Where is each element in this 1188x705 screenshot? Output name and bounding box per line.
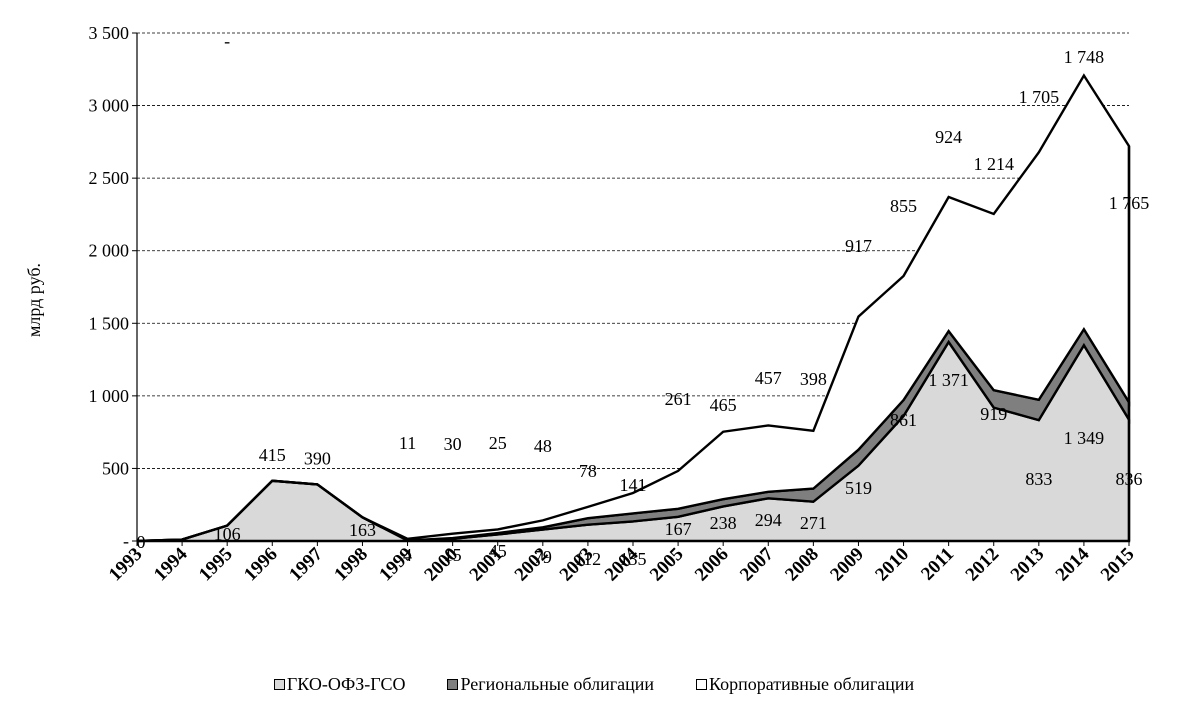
- data-label-state-bonds: 1 371: [928, 370, 969, 390]
- data-label-state-bonds: 390: [304, 448, 331, 468]
- data-label-corporate-bonds: 48: [534, 436, 552, 456]
- data-label-state-bonds: 415: [259, 445, 286, 465]
- data-label-state-bonds: 519: [845, 478, 872, 498]
- data-label-state-bonds: 271: [800, 513, 827, 533]
- y-tick-label: 1 500: [89, 313, 130, 333]
- data-label-corporate-bonds: 141: [620, 475, 647, 495]
- legend-item: Региональные облигации: [447, 674, 654, 695]
- data-label-state-bonds: 0: [137, 532, 146, 552]
- x-tick-label: 2009: [826, 544, 868, 586]
- data-label-corporate-bonds: 465: [710, 395, 737, 415]
- data-label-state-bonds: 163: [349, 520, 376, 540]
- x-tick-label: 2008: [781, 544, 823, 586]
- grid-lines: [137, 32, 1129, 469]
- data-label-state-bonds: 294: [755, 510, 782, 530]
- y-tick-label: 2 000: [89, 241, 130, 261]
- data-label-state-bonds: 112: [575, 549, 601, 569]
- x-tick-label: 2011: [917, 544, 958, 585]
- area-series: [136, 73, 1131, 543]
- data-label-corporate-bonds: 30: [444, 434, 462, 454]
- data-label-corporate-bonds: 924: [935, 127, 962, 147]
- data-label-corporate-bonds: 398: [800, 369, 827, 389]
- data-label-state-bonds: 79: [534, 547, 552, 567]
- x-tick-label: 2005: [646, 544, 688, 586]
- legend-label: Региональные облигации: [460, 674, 655, 694]
- data-label-corporate-bonds: -: [224, 31, 230, 51]
- stacked-area-chart: млрд руб. - 500 1 000 1 500 2 000 2 500 3 000 3…: [24, 23, 1150, 586]
- data-label-state-bonds: 167: [665, 519, 692, 539]
- x-tick-label: 2014: [1052, 543, 1094, 585]
- data-label-state-bonds: 861: [890, 410, 917, 430]
- legend-swatch: [273, 679, 285, 690]
- data-label-state-bonds: 15: [444, 545, 462, 565]
- data-label-corporate-bonds: 25: [489, 433, 507, 453]
- legend-label: Корпоративные облигации: [709, 674, 915, 694]
- data-label-corporate-bonds: 1 765: [1109, 193, 1150, 213]
- data-label-corporate-bonds: 1 705: [1019, 87, 1060, 107]
- data-label-state-bonds: 135: [620, 549, 647, 569]
- data-label-corporate-bonds: 11: [399, 433, 416, 453]
- legend-label: ГКО-ОФЗ-ГСО: [286, 674, 406, 694]
- x-tick-label: 2007: [736, 543, 778, 585]
- x-tick-label: 1998: [330, 544, 372, 586]
- y-tick-label: 1 000: [89, 386, 130, 406]
- legend-item: Корпоративные облигации: [696, 674, 914, 695]
- legend: ГКО-ОФЗ-ГСО Региональные облигации Корпора…: [0, 674, 1188, 695]
- data-label-state-bonds: 238: [710, 513, 737, 533]
- y-tick-label: -: [123, 531, 129, 551]
- y-axis-label: млрд руб.: [24, 263, 44, 337]
- data-label-state-bonds: 4: [403, 545, 412, 565]
- y-tick-label: 500: [102, 458, 129, 478]
- x-tick-label: 2012: [962, 544, 1004, 586]
- x-tick-label: 1994: [150, 543, 192, 585]
- data-label-corporate-bonds: 1 748: [1064, 47, 1105, 67]
- data-label-corporate-bonds: 855: [890, 196, 917, 216]
- data-label-state-bonds: 45: [489, 541, 507, 561]
- data-label-state-bonds: 833: [1025, 469, 1052, 489]
- data-label-state-bonds: 919: [980, 404, 1007, 424]
- legend-item: ГКО-ОФЗ-ГСО: [273, 674, 406, 695]
- x-tick-label: 2013: [1007, 544, 1049, 586]
- data-label-state-bonds: 836: [1116, 469, 1143, 489]
- x-tick-label: 1995: [195, 544, 237, 586]
- x-tick-label: 1997: [285, 543, 327, 585]
- data-label-corporate-bonds: 78: [579, 461, 597, 481]
- data-label-corporate-bonds: 261: [665, 389, 692, 409]
- legend-swatch: [447, 679, 459, 690]
- x-tick-label: 2015: [1097, 544, 1139, 586]
- y-tick-label: 2 500: [89, 168, 130, 188]
- legend-swatch: [696, 679, 708, 690]
- x-tick-label: 2006: [691, 544, 733, 586]
- data-label-state-bonds: 106: [214, 524, 241, 544]
- x-tick-label: 2010: [871, 544, 913, 586]
- data-label-corporate-bonds: 457: [755, 368, 782, 388]
- x-tick-label: 1996: [240, 544, 282, 586]
- data-label-state-bonds: 1 349: [1064, 428, 1105, 448]
- data-label-corporate-bonds: 917: [845, 236, 872, 256]
- y-tick-label: 3 000: [89, 96, 130, 116]
- data-labels: 0 106 - 415 390 163 4 11 15 30 45 25 79 48 112 78 135 141…: [137, 31, 1150, 569]
- data-label-corporate-bonds: 1 214: [973, 154, 1014, 174]
- y-tick-label: 3 500: [89, 23, 130, 43]
